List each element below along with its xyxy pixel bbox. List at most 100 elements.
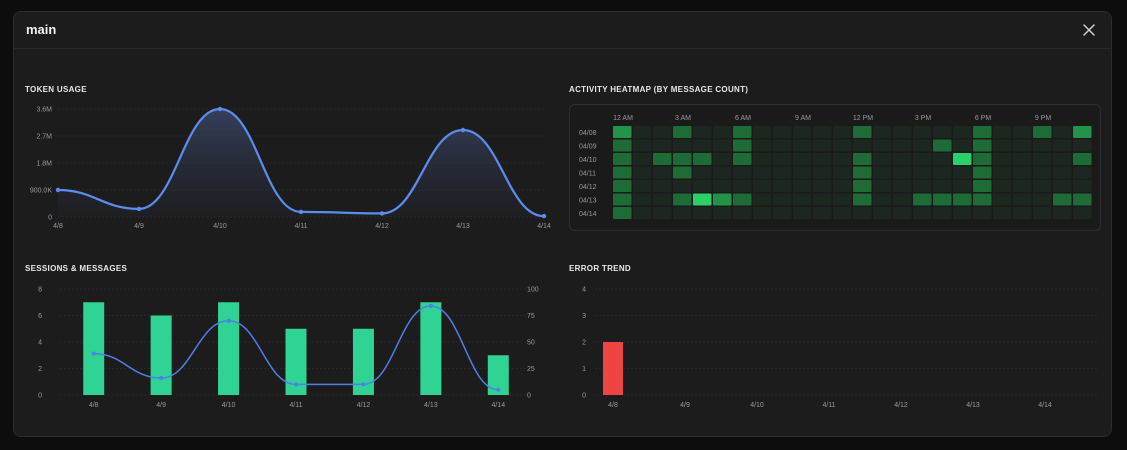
heatmap-cell xyxy=(933,207,952,219)
heatmap-cell xyxy=(813,207,832,219)
heatmap-cell xyxy=(673,153,692,165)
heatmap-cell xyxy=(633,193,652,206)
heatmap-cell xyxy=(933,139,952,152)
x-tick-label: 4/12 xyxy=(375,223,389,230)
hour-label: 12 AM xyxy=(613,115,633,122)
heatmap-cell xyxy=(913,207,932,219)
heatmap-cell xyxy=(833,153,852,165)
heatmap-cell xyxy=(873,193,892,206)
heatmap-cell xyxy=(753,207,772,219)
heatmap-cell xyxy=(1053,180,1072,192)
heatmap-cell xyxy=(873,153,892,165)
token-area-fill xyxy=(58,109,544,217)
heatmap-cell xyxy=(713,139,732,152)
heatmap-cell xyxy=(633,139,652,152)
heatmap-cell xyxy=(913,126,932,138)
y-tick-label: 900.0K xyxy=(30,188,53,195)
heatmap-cell xyxy=(613,166,632,179)
x-tick-label: 4/14 xyxy=(1038,402,1052,409)
heatmap-cell xyxy=(813,193,832,206)
heatmap-cell xyxy=(953,126,972,138)
main-panel: main TOKEN USAGE ACTIVITY HEATMAP (BY ME… xyxy=(13,11,1112,437)
messages-point xyxy=(91,351,96,356)
right-tick-label: 0 xyxy=(527,393,531,400)
heatmap-cell xyxy=(813,166,832,179)
x-tick-label: 4/9 xyxy=(680,402,690,409)
heatmap-cell xyxy=(753,126,772,138)
heatmap-cell xyxy=(1033,139,1052,152)
messages-point xyxy=(428,303,433,308)
hour-label: 9 AM xyxy=(795,115,811,122)
heatmap-cell xyxy=(933,180,952,192)
heatmap-cell xyxy=(1033,153,1052,165)
heatmap-cell xyxy=(893,180,912,192)
heatmap-cell xyxy=(613,180,632,192)
heatmap-cell xyxy=(853,153,872,165)
sessions-title: SESSIONS & MESSAGES xyxy=(25,264,128,273)
token-point xyxy=(460,127,466,133)
y-tick-label: 0 xyxy=(582,393,586,400)
heatmap-cell xyxy=(913,139,932,152)
heatmap-cell xyxy=(793,126,812,138)
heatmap-cell xyxy=(613,193,632,206)
token-usage-chart: 3.6M 2.7M 1.8M 900.0K 04/8 4/9 4/10 4/11 4/12 4/1… xyxy=(30,107,551,231)
heatmap-cell xyxy=(733,193,752,206)
heatmap-cell xyxy=(873,139,892,152)
heatmap-cell xyxy=(833,180,852,192)
sessions-messages-chart: 8 6 4 2 0 100 75 50 25 0 4/8 4/9 4/10 4/11 4/12 4/13 4/1… xyxy=(38,287,539,410)
token-point xyxy=(136,206,142,212)
heatmap-cell xyxy=(753,139,772,152)
heatmap-cell xyxy=(1073,139,1092,152)
heatmap-cell xyxy=(733,153,752,165)
token-point xyxy=(55,187,61,193)
heatmap-cell xyxy=(1073,193,1092,206)
y-tick-label: 1.8M xyxy=(36,161,52,168)
x-tick-label: 4/10 xyxy=(750,402,764,409)
heatmap-cell xyxy=(893,207,912,219)
heatmap-cell xyxy=(953,207,972,219)
x-tick-label: 4/8 xyxy=(53,223,63,230)
heatmap-cell xyxy=(1073,180,1092,192)
x-tick-label: 4/14 xyxy=(537,223,551,230)
x-tick-label: 4/11 xyxy=(822,402,835,409)
heatmap-cell xyxy=(613,153,632,165)
heatmap-cell xyxy=(1013,180,1032,192)
hour-label: 6 PM xyxy=(975,115,992,122)
right-tick-label: 25 xyxy=(527,366,535,373)
heatmap-cell xyxy=(953,153,972,165)
heatmap-cell xyxy=(993,153,1012,165)
heatmap-cell xyxy=(633,126,652,138)
heatmap-cell xyxy=(893,126,912,138)
heatmap-cell xyxy=(773,166,792,179)
day-label: 04/10 xyxy=(579,157,597,164)
heatmap-cell xyxy=(713,193,732,206)
close-icon[interactable] xyxy=(1081,22,1097,38)
left-tick-label: 8 xyxy=(38,287,42,294)
x-tick-label: 4/10 xyxy=(222,402,236,409)
heatmap-cell xyxy=(993,193,1012,206)
heatmap-cell xyxy=(833,139,852,152)
heatmap-cell xyxy=(753,153,772,165)
heatmap-cell xyxy=(813,139,832,152)
heatmap-cell xyxy=(733,207,752,219)
heatmap-cell xyxy=(1033,180,1052,192)
heatmap-cell xyxy=(653,166,672,179)
heatmap-cell xyxy=(833,193,852,206)
x-tick-label: 4/11 xyxy=(289,402,302,409)
x-tick-label: 4/8 xyxy=(89,402,99,409)
heatmap-title: ACTIVITY HEATMAP (BY MESSAGE COUNT) xyxy=(569,85,749,94)
heatmap-cell xyxy=(613,207,632,219)
x-tick-label: 4/14 xyxy=(491,402,505,409)
heatmap-cell xyxy=(933,126,952,138)
heatmap-cell xyxy=(693,180,712,192)
heatmap-cell xyxy=(653,153,672,165)
heatmap-cell xyxy=(713,166,732,179)
right-tick-label: 75 xyxy=(527,313,535,320)
x-tick-label: 4/8 xyxy=(608,402,618,409)
heatmap-cell xyxy=(793,193,812,206)
heatmap-cell xyxy=(913,193,932,206)
heatmap-cell xyxy=(893,139,912,152)
heatmap-cell xyxy=(1013,193,1032,206)
heatmap-cell xyxy=(693,153,712,165)
heatmap-cell xyxy=(853,166,872,179)
